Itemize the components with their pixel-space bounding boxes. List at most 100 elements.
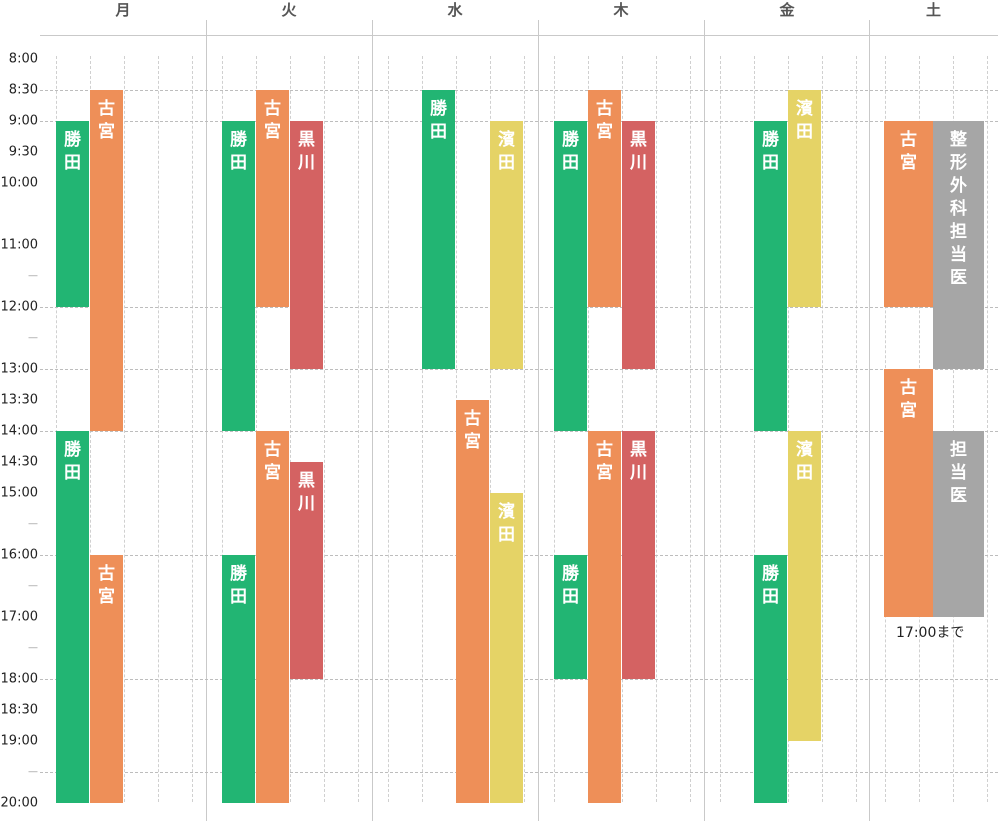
hour-gridline: [40, 90, 998, 91]
schedule-block-thu-katsuta-pm: 勝田: [554, 555, 587, 679]
schedule-block-fri-hamada-pm: 濱田: [788, 431, 821, 741]
time-label: —: [28, 270, 38, 282]
time-label: 18:30: [0, 702, 38, 718]
time-label: 20:00: [0, 795, 38, 811]
column-guide: [158, 56, 159, 802]
schedule-block-mon-komiya-pm: 古宮: [90, 555, 123, 803]
day-separator: [206, 20, 207, 821]
schedule-block-fri-katsuta-am: 勝田: [754, 121, 787, 431]
column-guide: [124, 56, 125, 802]
day-header-5: 土: [925, 1, 941, 19]
column-guide: [953, 56, 954, 802]
doctor-name: 勝田: [762, 130, 779, 173]
time-label: —: [28, 580, 38, 592]
column-guide: [422, 56, 423, 802]
schedule-block-sat-komiya-am: 古宮: [884, 121, 933, 307]
doctor-name: 勝田: [230, 130, 247, 173]
doctor-name: 濱田: [796, 99, 813, 142]
doctor-name: 古宮: [98, 99, 115, 142]
column-guide: [290, 56, 291, 802]
doctor-name: 古宮: [900, 130, 917, 173]
time-label: 18:00: [0, 671, 38, 687]
saturday-note: 17:00まで: [896, 625, 965, 641]
time-label: 14:30: [0, 454, 38, 470]
schedule-block-wed-komiya: 古宮: [456, 400, 489, 803]
doctor-name: 黒川: [630, 130, 647, 173]
schedule-block-thu-komiya-pm: 古宮: [588, 431, 621, 803]
schedule-block-mon-komiya-am: 古宮: [90, 90, 123, 431]
doctor-name: 勝田: [64, 130, 81, 173]
schedule-block-wed-hamada-pm: 濱田: [490, 493, 523, 803]
schedule-block-mon-katsuta-pm: 勝田: [56, 431, 89, 803]
day-separator: [538, 20, 539, 821]
doctor-name: 古宮: [900, 378, 917, 421]
time-label: 17:00: [0, 609, 38, 625]
time-label: 13:00: [0, 361, 38, 377]
day-header-1: 火: [281, 1, 297, 19]
column-guide: [388, 56, 389, 802]
doctor-name: 黒川: [298, 471, 315, 514]
column-guide: [987, 56, 988, 802]
doctor-name: 勝田: [562, 564, 579, 607]
time-label: —: [28, 518, 38, 530]
doctor-name: 勝田: [762, 564, 779, 607]
schedule-block-thu-komiya-am: 古宮: [588, 90, 621, 307]
day-header-3: 木: [613, 1, 629, 19]
column-guide: [256, 56, 257, 802]
time-label: 12:00: [0, 299, 38, 315]
doctor-name: 黒川: [298, 130, 315, 173]
schedule-block-sat-tantoui: 担当医: [933, 431, 984, 617]
schedule-block-tue-komiya-am: 古宮: [256, 90, 289, 307]
day-header-2: 水: [447, 1, 463, 19]
time-label: —: [28, 766, 38, 778]
time-label: 8:00: [8, 51, 38, 67]
day-separator: [869, 20, 870, 821]
doctor-name: 濱田: [498, 502, 515, 545]
time-label: 9:00: [8, 113, 38, 129]
schedule-block-sat-ortho: 整形外科担当医: [933, 121, 984, 369]
time-label: 13:30: [0, 392, 38, 408]
column-guide: [588, 56, 589, 802]
column-guide: [788, 56, 789, 802]
doctor-name: 古宮: [98, 564, 115, 607]
doctor-name: 古宮: [464, 409, 481, 452]
schedule-block-tue-kurokawa-am: 黒川: [290, 121, 323, 369]
time-label: 19:00: [0, 733, 38, 749]
hour-gridline: [40, 431, 998, 432]
doctor-name: 古宮: [596, 99, 613, 142]
time-label: —: [28, 642, 38, 654]
column-guide: [856, 56, 857, 802]
column-guide: [56, 56, 57, 802]
day-header-4: 金: [779, 1, 795, 19]
column-guide: [690, 56, 691, 802]
column-guide: [622, 56, 623, 802]
doctor-name: 黒川: [630, 440, 647, 483]
schedule-block-wed-hamada-am: 濱田: [490, 121, 523, 369]
doctor-name: 勝田: [64, 440, 81, 483]
column-guide: [656, 56, 657, 802]
schedule-block-thu-kurokawa-pm: 黒川: [622, 431, 655, 679]
column-guide: [720, 56, 721, 802]
schedule-block-wed-katsuta: 勝田: [422, 90, 455, 369]
day-separator: [372, 20, 373, 821]
schedule-block-fri-katsuta-pm: 勝田: [754, 555, 787, 803]
doctor-name: 勝田: [430, 99, 447, 142]
schedule-block-tue-katsuta-am: 勝田: [222, 121, 255, 431]
column-guide: [524, 56, 525, 802]
doctor-name: 濱田: [498, 130, 515, 173]
column-guide: [192, 56, 193, 802]
time-label: 10:00: [0, 175, 38, 191]
doctor-name: 担当医: [950, 440, 967, 506]
time-label: 16:00: [0, 547, 38, 563]
schedule-block-mon-katsuta-am: 勝田: [56, 121, 89, 307]
schedule-block-tue-katsuta-pm: 勝田: [222, 555, 255, 803]
doctor-name: 勝田: [230, 564, 247, 607]
time-label: 15:00: [0, 485, 38, 501]
column-guide: [358, 56, 359, 802]
doctor-name: 古宮: [264, 99, 281, 142]
column-guide: [490, 56, 491, 802]
schedule-block-thu-katsuta-am: 勝田: [554, 121, 587, 431]
doctor-name: 濱田: [796, 440, 813, 483]
time-label: 9:30: [8, 144, 38, 160]
